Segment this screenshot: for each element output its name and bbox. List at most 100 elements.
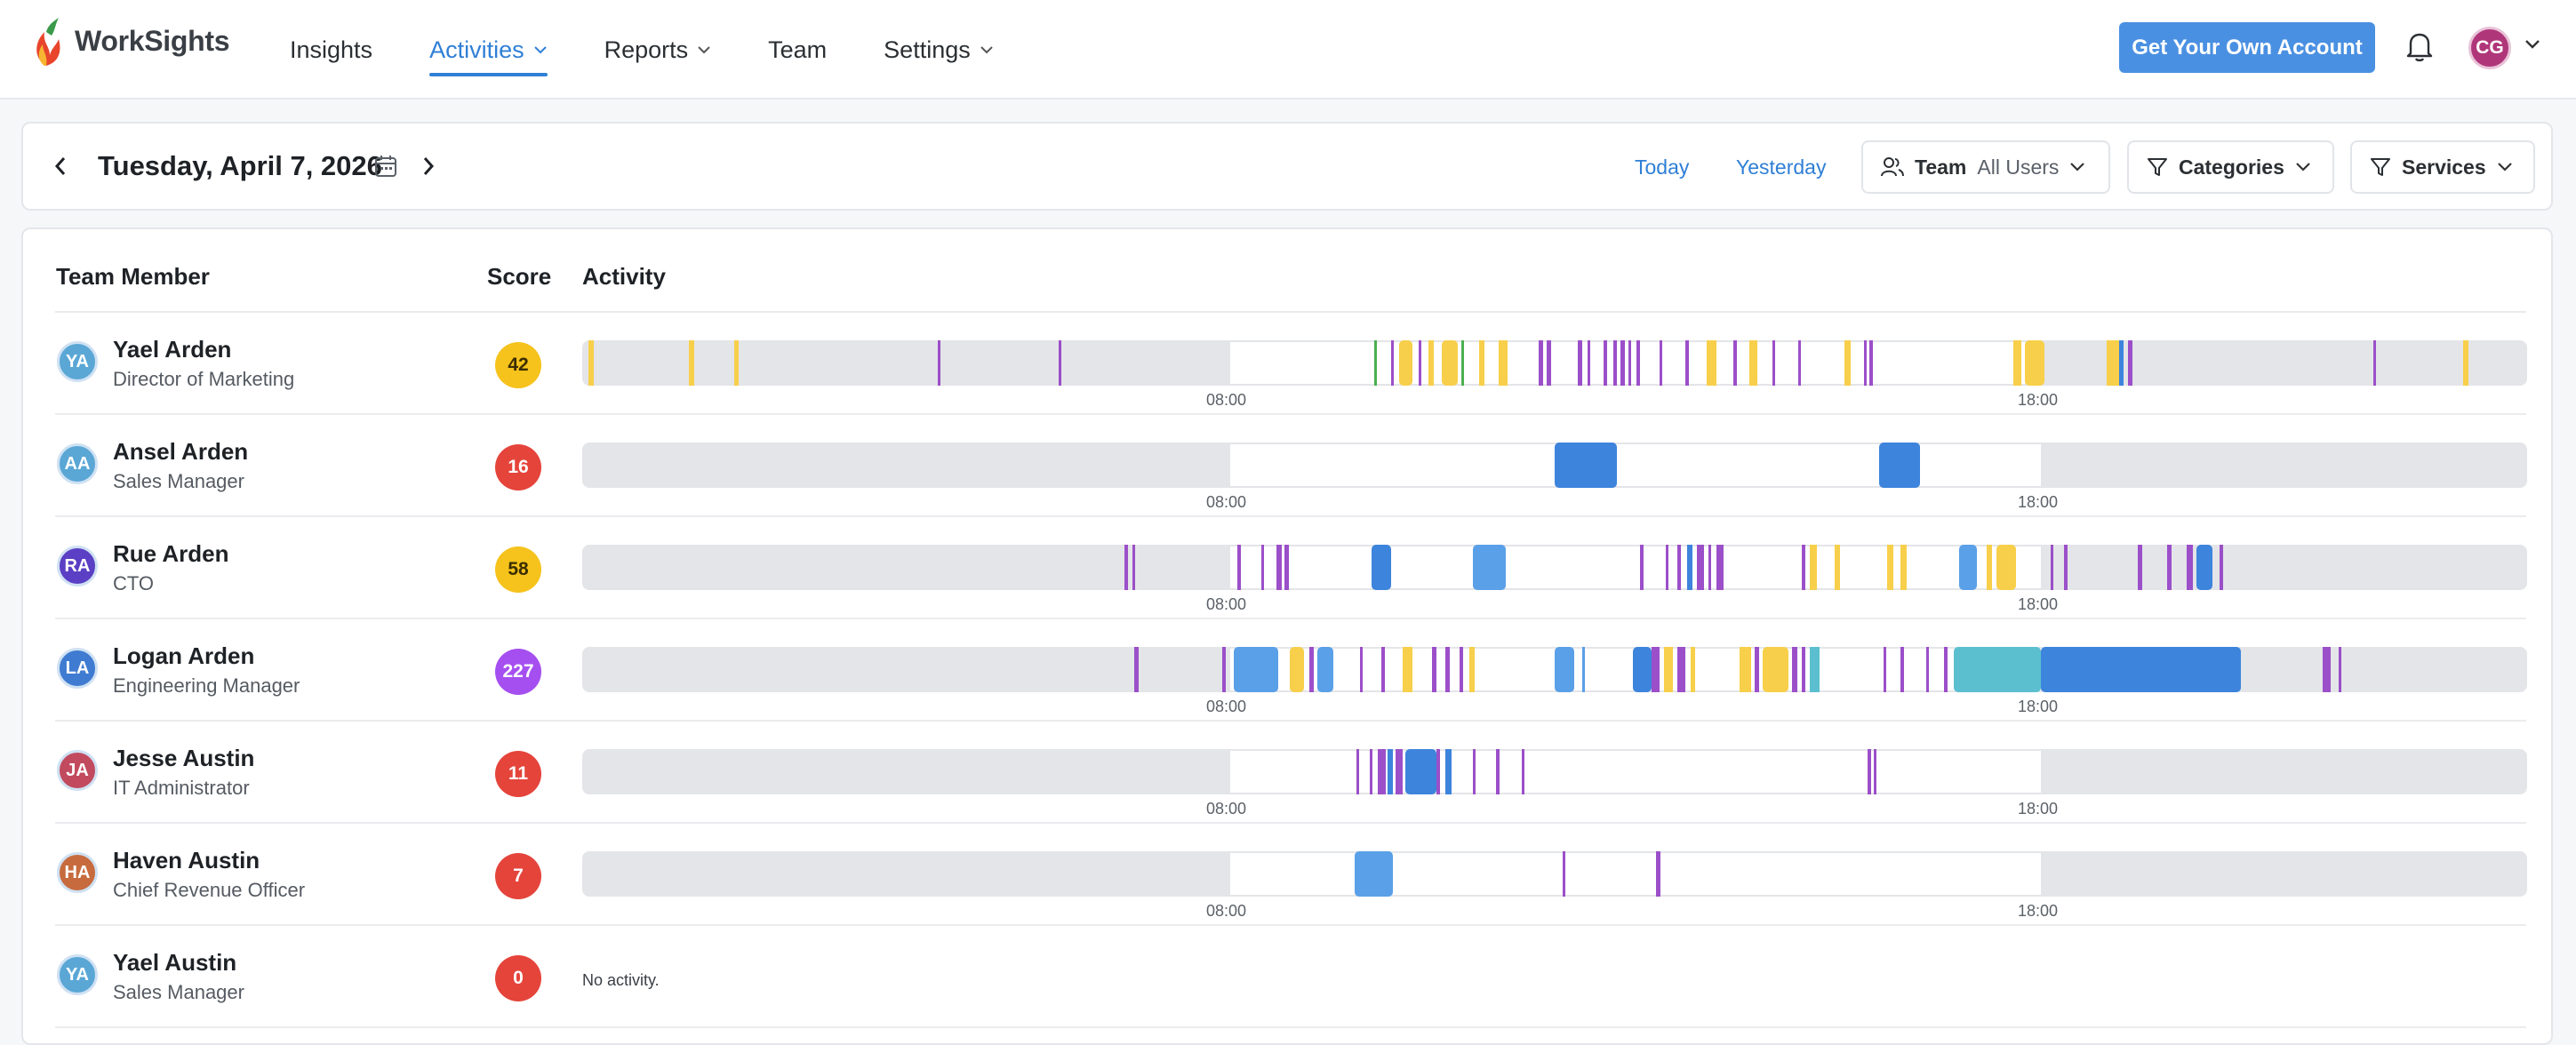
activity-segment[interactable] [1676,647,1685,692]
activity-segment[interactable] [2187,545,2193,590]
activity-segment[interactable] [1354,851,1394,897]
activity-segment[interactable] [1309,647,1314,692]
activity-segment[interactable] [1640,545,1644,590]
chevron-down-icon[interactable] [2524,39,2540,50]
activity-segment[interactable] [1555,443,1618,488]
activity-segment[interactable] [1547,340,1551,386]
activity-segment[interactable] [938,340,941,386]
activity-segment[interactable] [1317,647,1333,692]
activity-segment[interactable] [1986,545,1993,590]
activity-segment[interactable] [1284,545,1290,590]
activity-segment[interactable] [1478,340,1485,386]
activity-segment[interactable] [1473,545,1507,590]
activity-segment[interactable] [2041,647,2242,692]
activity-segment[interactable] [1665,545,1668,590]
activity-segment[interactable] [1684,340,1689,386]
activity-segment[interactable] [1459,647,1464,692]
activity-segment[interactable] [1290,647,1304,692]
member-row[interactable]: RA Rue Arden CTO 58 08:00 18:00 [0,517,2576,619]
activity-segment[interactable] [1237,545,1241,590]
activity-segment[interactable] [1636,340,1641,386]
activity-segment[interactable] [1221,647,1227,692]
activity-segment[interactable] [1539,340,1543,386]
activity-segment[interactable] [1276,545,1282,590]
activity-segment[interactable] [1873,749,1877,794]
activity-segment[interactable] [1398,340,1413,386]
activity-segment[interactable] [2220,545,2223,590]
activity-segment[interactable] [1356,749,1360,794]
activity-segment[interactable] [1844,340,1851,386]
activity-segment[interactable] [2064,545,2068,590]
activity-segment[interactable] [1676,545,1682,590]
brand-logo[interactable]: WorkSights [32,16,230,66]
activity-segment[interactable] [1395,749,1404,794]
activity-segment[interactable] [2107,340,2119,386]
activity-segment[interactable] [1797,340,1801,386]
activity-segment[interactable] [1473,749,1476,794]
member-name[interactable]: Rue Arden [113,540,229,567]
activity-segment[interactable] [588,340,595,386]
activity-segment[interactable] [1134,647,1139,692]
activity-segment[interactable] [1124,545,1128,590]
member-row[interactable]: YA Yael Arden Director of Marketing 42 08:00… [0,313,2576,415]
activity-segment[interactable] [1578,340,1582,386]
activity-segment[interactable] [1809,545,1818,590]
member-row[interactable]: LA Logan Arden Engineering Manager 227 08:00… [0,619,2576,722]
activity-segment[interactable] [1445,749,1452,794]
activity-segment[interactable] [1879,443,1921,488]
bell-icon[interactable] [2405,30,2434,62]
member-row[interactable]: JA Jesse Austin IT Administrator 11 08:00 18:… [0,722,2576,824]
activity-segment[interactable] [1132,545,1136,590]
activity-segment[interactable] [1387,749,1394,794]
activity-segment[interactable] [1418,340,1422,386]
activity-segment[interactable] [1900,647,1904,692]
activity-segment[interactable] [1772,340,1776,386]
activity-segment[interactable] [1755,647,1759,692]
activity-timeline[interactable] [582,340,2527,386]
activity-segment[interactable] [2128,340,2132,386]
activity-segment[interactable] [2118,340,2124,386]
activity-segment[interactable] [1996,545,2016,590]
activity-segment[interactable] [1660,340,1663,386]
activity-segment[interactable] [1468,647,1476,692]
activity-segment[interactable] [689,340,694,386]
activity-segment[interactable] [2050,545,2054,590]
nav-reports[interactable]: Reports [604,0,712,100]
nav-settings[interactable]: Settings [884,0,994,100]
activity-segment[interactable] [1555,647,1574,692]
services-filter-dropdown[interactable]: Services [2350,140,2535,194]
activity-segment[interactable] [1801,647,1806,692]
activity-segment[interactable] [1428,340,1435,386]
today-link[interactable]: Today [1635,156,1690,179]
activity-segment[interactable] [1581,647,1585,692]
activity-segment[interactable] [1562,851,1566,897]
activity-segment[interactable] [1943,647,1948,692]
activity-segment[interactable] [1925,647,1930,692]
activity-segment[interactable] [1391,340,1395,386]
activity-segment[interactable] [1445,647,1450,692]
activity-segment[interactable] [1498,340,1508,386]
activity-segment[interactable] [1496,749,1500,794]
activity-timeline[interactable] [582,647,2527,692]
member-name[interactable]: Jesse Austin [113,745,255,771]
activity-segment[interactable] [1868,749,1871,794]
activity-segment[interactable] [2138,545,2142,590]
activity-segment[interactable] [1863,340,1868,386]
member-name[interactable]: Ansel Arden [113,438,249,465]
activity-timeline[interactable] [582,749,2527,794]
activity-segment[interactable] [2323,647,2331,692]
nav-insights[interactable]: Insights [290,0,372,100]
member-row[interactable]: YA Yael Austin Sales Manager 0 No activity. [0,926,2576,1028]
activity-segment[interactable] [1809,647,1820,692]
activity-segment[interactable] [1887,545,1893,590]
activity-segment[interactable] [1059,340,1062,386]
activity-segment[interactable] [1632,647,1652,692]
activity-segment[interactable] [1432,647,1436,692]
activity-segment[interactable] [1588,340,1591,386]
activity-segment[interactable] [1260,545,1264,590]
user-avatar[interactable]: CG [2468,27,2511,69]
chevron-left-icon[interactable] [53,156,68,177]
activity-segment[interactable] [733,340,740,386]
calendar-icon[interactable] [373,154,398,179]
member-name[interactable]: Yael Austin [113,949,237,976]
